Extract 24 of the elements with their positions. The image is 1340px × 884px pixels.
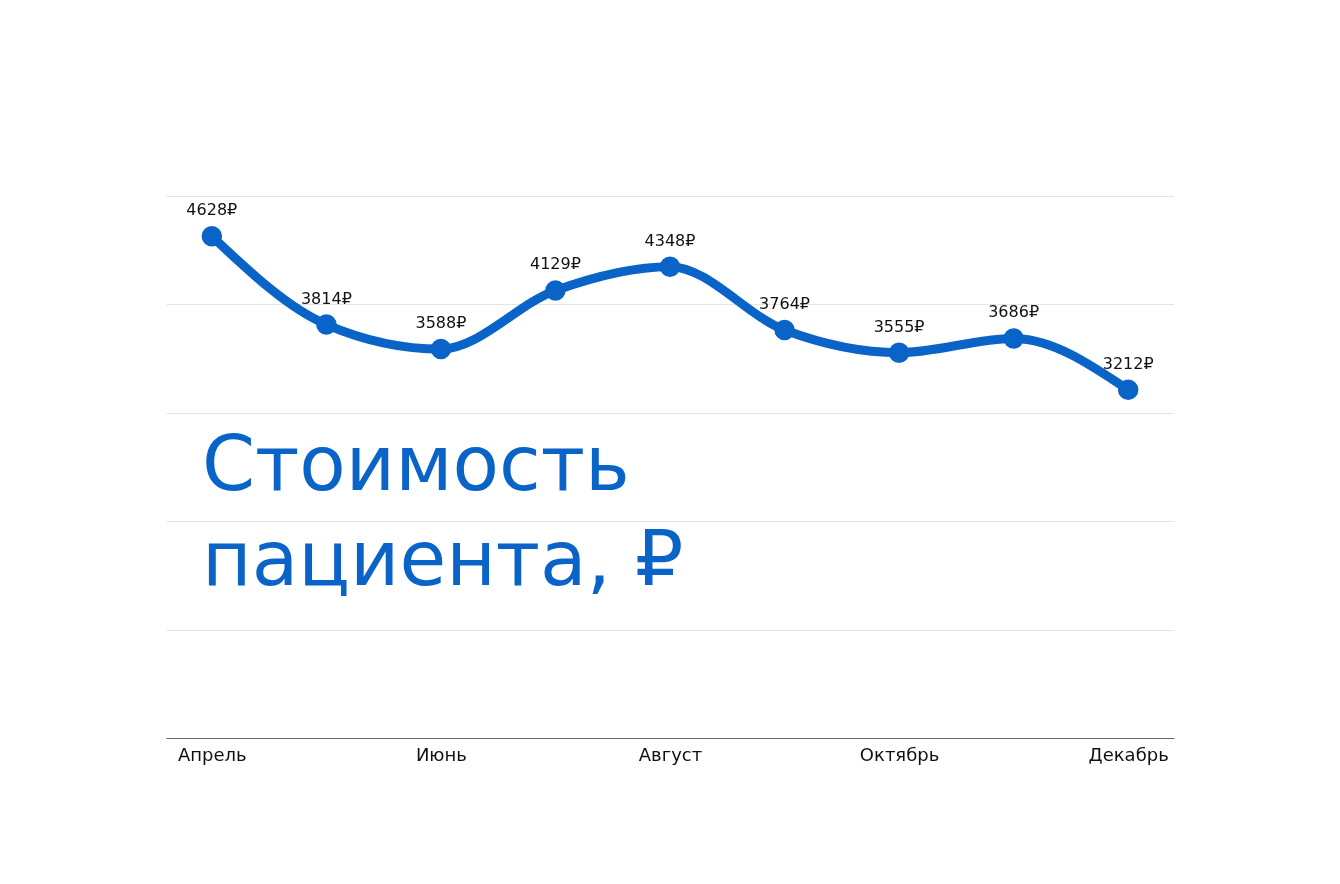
x-tick-label: Октябрь [859,743,940,765]
point [201,226,223,247]
data-label: 4628₽ [186,200,238,220]
text: Стоимость пациента, ₽ [202,419,684,603]
point [430,338,452,360]
data-label: 3764₽ [759,293,810,313]
x-tick-label: Декабрь [1088,743,1169,765]
point [1117,379,1139,401]
data-label: 4348₽ [644,230,696,250]
point [659,256,681,277]
data-label: 4129₽ [530,254,581,274]
data-label: 3555₽ [873,316,925,336]
point [774,319,795,341]
x-tick-label: Апрель [177,743,247,765]
data-label: 3686₽ [988,302,1040,322]
point [545,280,566,301]
x-tick-label: Август [638,743,703,765]
data-label: 3814₽ [300,288,352,308]
data-label: 3588₽ [415,313,467,333]
point [888,342,910,363]
data-label: 3212₽ [1102,353,1154,373]
point [316,314,337,335]
x-tick-label: Июнь [415,743,467,765]
point [1003,328,1024,349]
